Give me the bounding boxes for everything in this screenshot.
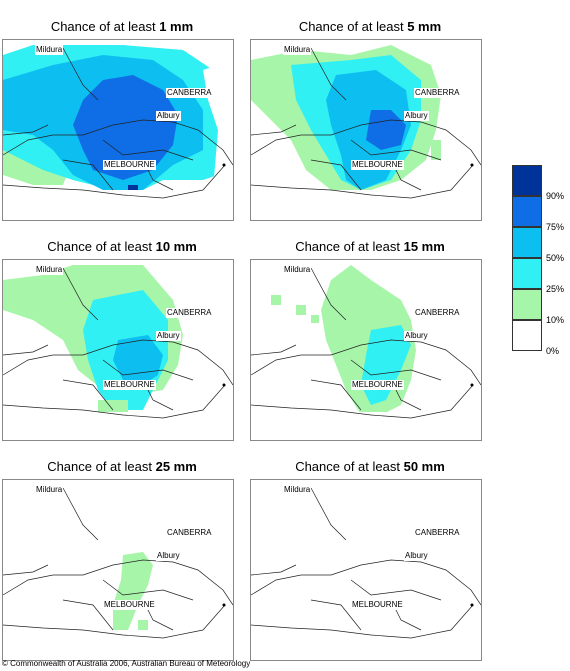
label-melbourne: MELBOURNE [103, 600, 156, 610]
city-markers [222, 603, 226, 607]
probability-bins [3, 45, 233, 220]
label-mildura: Mildura [35, 485, 64, 495]
panel-title: Chance of at least 50 mm [295, 459, 445, 474]
label-albury: Albury [404, 111, 429, 121]
probability-bins [113, 552, 153, 630]
label-albury: Albury [156, 551, 181, 561]
legend-swatch-50 [512, 227, 542, 258]
label-melbourne: MELBOURNE [351, 380, 404, 390]
panel-title: Chance of at least 5 mm [298, 19, 442, 34]
label-mildura: Mildura [283, 265, 312, 275]
label-canberra: CANBERRA [414, 528, 461, 538]
panel-title: Chance of at least 25 mm [47, 459, 197, 474]
label-mildura: Mildura [283, 45, 312, 55]
legend-swatch-10 [512, 289, 542, 320]
label-albury: Albury [156, 331, 181, 341]
label-melbourne: MELBOURNE [351, 160, 404, 170]
legend-swatch-90 [512, 165, 542, 196]
legend-tick-10: 10% [546, 315, 565, 325]
probability-bins [251, 265, 481, 440]
label-mildura: Mildura [35, 45, 64, 55]
probability-bins [3, 265, 233, 440]
state-boundaries [251, 487, 481, 639]
probability-bins [251, 45, 481, 220]
copyright-notice: © Commonwealth of Australia 2006, Austra… [2, 659, 251, 668]
panel-title: Chance of at least 15 mm [295, 239, 445, 254]
label-albury: Albury [404, 331, 429, 341]
label-canberra: CANBERRA [414, 308, 461, 318]
legend-tick-50: 50% [546, 253, 565, 263]
legend-swatch-75 [512, 196, 542, 227]
legend-tick-0: 0% [546, 346, 560, 356]
state-boundaries [3, 47, 233, 199]
rainfall-probability-map [3, 487, 233, 639]
label-albury: Albury [156, 111, 181, 121]
state-boundaries [251, 47, 481, 199]
rainfall-probability-map [251, 487, 481, 639]
state-boundaries [3, 487, 233, 639]
rainfall-map: Mildura CANBERRA Albury MELBOURNE [2, 39, 234, 221]
legend-tick-75: 75% [546, 222, 565, 232]
panel-title: Chance of at least 1 mm [50, 19, 194, 34]
legend-tick-90: 90% [546, 191, 565, 201]
city-markers [222, 163, 226, 167]
rainfall-probability-map [3, 265, 233, 440]
rainfall-probability-map [3, 45, 233, 220]
rainfall-map: Mildura CANBERRA Albury MELBOURNE [250, 39, 482, 221]
city-markers [470, 163, 474, 167]
label-mildura: Mildura [35, 265, 64, 275]
rainfall-map: Mildura CANBERRA Albury MELBOURNE [250, 479, 482, 661]
panel-title: Chance of at least 10 mm [47, 239, 197, 254]
label-mildura: Mildura [283, 485, 312, 495]
city-markers [470, 603, 474, 607]
label-melbourne: MELBOURNE [351, 600, 404, 610]
label-melbourne: MELBOURNE [103, 380, 156, 390]
rainfall-probability-map [251, 265, 481, 440]
label-canberra: CANBERRA [166, 88, 213, 98]
city-markers [470, 383, 474, 387]
rainfall-map: Mildura CANBERRA Albury MELBOURNE [2, 479, 234, 661]
label-melbourne: MELBOURNE [103, 160, 156, 170]
legend-tick-25: 25% [546, 284, 565, 294]
legend-swatch-25 [512, 258, 542, 289]
state-boundaries [251, 267, 481, 419]
label-canberra: CANBERRA [414, 88, 461, 98]
legend-swatch-0 [512, 320, 542, 351]
rainfall-map: Mildura CANBERRA Albury MELBOURNE [250, 259, 482, 441]
rainfall-probability-map [251, 45, 481, 220]
city-markers [222, 383, 226, 387]
state-boundaries [3, 267, 233, 419]
label-albury: Albury [404, 551, 429, 561]
rainfall-map: Mildura CANBERRA Albury MELBOURNE [2, 259, 234, 441]
label-canberra: CANBERRA [166, 308, 213, 318]
label-canberra: CANBERRA [166, 528, 213, 538]
